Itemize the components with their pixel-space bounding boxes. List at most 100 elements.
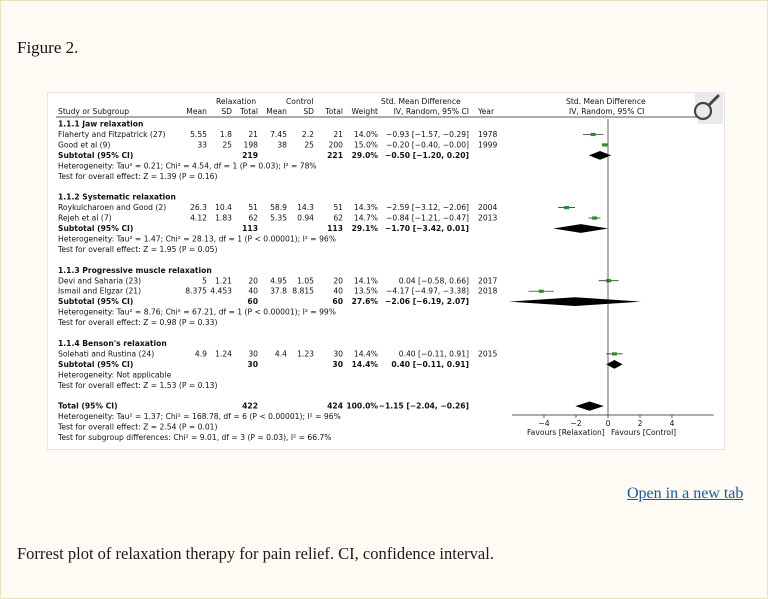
effect-ci: −0.20 [−0.40, −0.00] [386, 140, 469, 149]
header-year: Year [477, 107, 495, 116]
header-weight: Weight [352, 107, 378, 116]
study-marker [592, 216, 598, 220]
total-2: 62 [333, 214, 343, 223]
header-plot-smd: Std. Mean Difference [566, 97, 646, 106]
weight: 14.4% [352, 360, 379, 369]
forest-plot-svg: Relaxation Control Std. Mean Difference Std… [56, 97, 714, 442]
forest-plot-figure[interactable]: Relaxation Control Std. Mean Difference Std… [47, 92, 725, 450]
study-marker [564, 206, 570, 210]
total-2: 200 [329, 140, 344, 149]
mean-1: 8.375 [185, 287, 207, 296]
open-in-new-tab-link[interactable]: Open in a new tab [627, 485, 744, 502]
study-marker [606, 279, 612, 283]
x-tick-label: −2 [570, 419, 581, 428]
x-tick-label: −4 [538, 419, 549, 428]
weight: 100.0% [346, 402, 378, 411]
sd-1: 1.24 [215, 349, 232, 358]
total-2: 21 [333, 130, 343, 139]
header-control: Control [286, 97, 313, 106]
mean-2: 38 [277, 140, 287, 149]
study-marker [602, 143, 608, 147]
sd-2: 1.05 [297, 276, 314, 285]
sd-2: 25 [304, 140, 314, 149]
study-label: Devi and Saharia (23) [58, 276, 141, 285]
study-label: Good et al (9) [58, 140, 110, 149]
total-2: 30 [332, 360, 343, 369]
favours-relaxation: Favours [Relaxation] [527, 428, 605, 437]
note-text: Heterogeneity: Tau² = 0.21; Chi² = 4.54,… [58, 161, 317, 170]
subgroup-heading: 1.1.2 Systematic relaxation [58, 193, 176, 202]
sd-2: 8.815 [292, 287, 314, 296]
mean-2: 58.9 [270, 203, 287, 212]
sd-2: 2.2 [302, 130, 314, 139]
year: 2004 [478, 203, 497, 212]
mean-1: 33 [197, 140, 207, 149]
mean-2: 7.45 [270, 130, 287, 139]
note-text: Test for overall effect: Z = 1.95 (P = 0… [57, 245, 217, 254]
weight: 29.1% [352, 224, 379, 233]
study-label: Rejeh et al (7) [58, 214, 112, 223]
x-tick-label: 0 [606, 419, 611, 428]
effect-ci: −1.15 [−2.04, −0.26] [379, 402, 469, 411]
effect-ci: −0.50 [−1.20, 0.20] [385, 151, 469, 160]
weight: 29.0% [352, 151, 379, 160]
study-label: Ismail and Elgzar (21) [58, 287, 141, 296]
subtotal-label: Subtotal (95% CI) [58, 224, 133, 233]
year: 2013 [478, 214, 497, 223]
effect-ci: 0.40 [−0.11, 0.91] [399, 349, 469, 358]
effect-ci: −2.59 [−3.12, −2.06] [386, 203, 469, 212]
study-marker [590, 132, 596, 137]
summary-diamond [508, 297, 642, 307]
total-2: 40 [333, 287, 343, 296]
summary-diamond [606, 359, 623, 369]
note-text: Test for overall effect: Z = 1.53 (P = 0… [57, 381, 217, 390]
effect-ci: −2.06 [−6.19, 2.07] [385, 297, 469, 306]
effect-ci: −0.93 [−1.57, −0.29] [386, 130, 469, 139]
weight: 13.5% [354, 287, 378, 296]
effect-ci: −1.70 [−3.42, 0.01] [385, 224, 469, 233]
total-1: 60 [247, 297, 258, 306]
subgroup-heading: 1.1.4 Benson's relaxation [58, 339, 167, 348]
total-1: 219 [242, 151, 258, 160]
note-text: Heterogeneity: Tau² = 1.37; Chi² = 168.7… [58, 412, 341, 421]
effect-ci: 0.04 [−0.58, 0.66] [399, 276, 469, 285]
total-2: 20 [333, 276, 343, 285]
header-total-2: Total [324, 107, 343, 116]
weight: 14.3% [354, 203, 378, 212]
x-tick-label: 4 [670, 419, 675, 428]
sd-1: 1.83 [215, 214, 232, 223]
note-text: Test for overall effect: Z = 0.98 (P = 0… [57, 318, 217, 327]
effect-ci: −0.84 [−1.21, −0.47] [386, 214, 469, 223]
subtotal-label: Subtotal (95% CI) [58, 360, 133, 369]
year: 2015 [478, 349, 497, 358]
effect-ci: −4.17 [−4.97, −3.38] [386, 287, 469, 296]
header-plot-ci: IV, Random, 95% CI [569, 107, 644, 116]
header-study: Study or Subgroup [58, 107, 129, 116]
sd-2: 0.94 [297, 214, 314, 223]
header-mean-2: Mean [266, 107, 287, 116]
sd-2: 1.23 [297, 349, 314, 358]
weight: 15.0% [354, 140, 378, 149]
total-1: 30 [247, 360, 258, 369]
sd-1: 4.453 [210, 287, 232, 296]
total-2: 51 [333, 203, 343, 212]
magnifier-icon[interactable] [688, 92, 723, 124]
subgroup-heading: 1.1.1 Jaw relaxation [58, 120, 143, 129]
note-text: Heterogeneity: Tau² = 1.47; Chi² = 28.13… [58, 234, 336, 243]
total-1: 21 [248, 130, 258, 139]
total-2: 30 [333, 349, 343, 358]
year: 2018 [478, 287, 497, 296]
mean-1: 26.3 [190, 203, 207, 212]
header-ci: IV, Random, 95% CI [394, 107, 469, 116]
total-1: 51 [248, 203, 258, 212]
study-label: Roykulcharoen and Good (2) [58, 203, 166, 212]
mean-2: 37.8 [270, 287, 287, 296]
header-mean-1: Mean [186, 107, 207, 116]
total-2: 113 [327, 224, 343, 233]
total-1: 20 [248, 276, 258, 285]
header-smd: Std. Mean Difference [381, 97, 461, 106]
weight: 14.7% [354, 214, 378, 223]
study-marker [611, 352, 617, 356]
total-2: 60 [332, 297, 343, 306]
